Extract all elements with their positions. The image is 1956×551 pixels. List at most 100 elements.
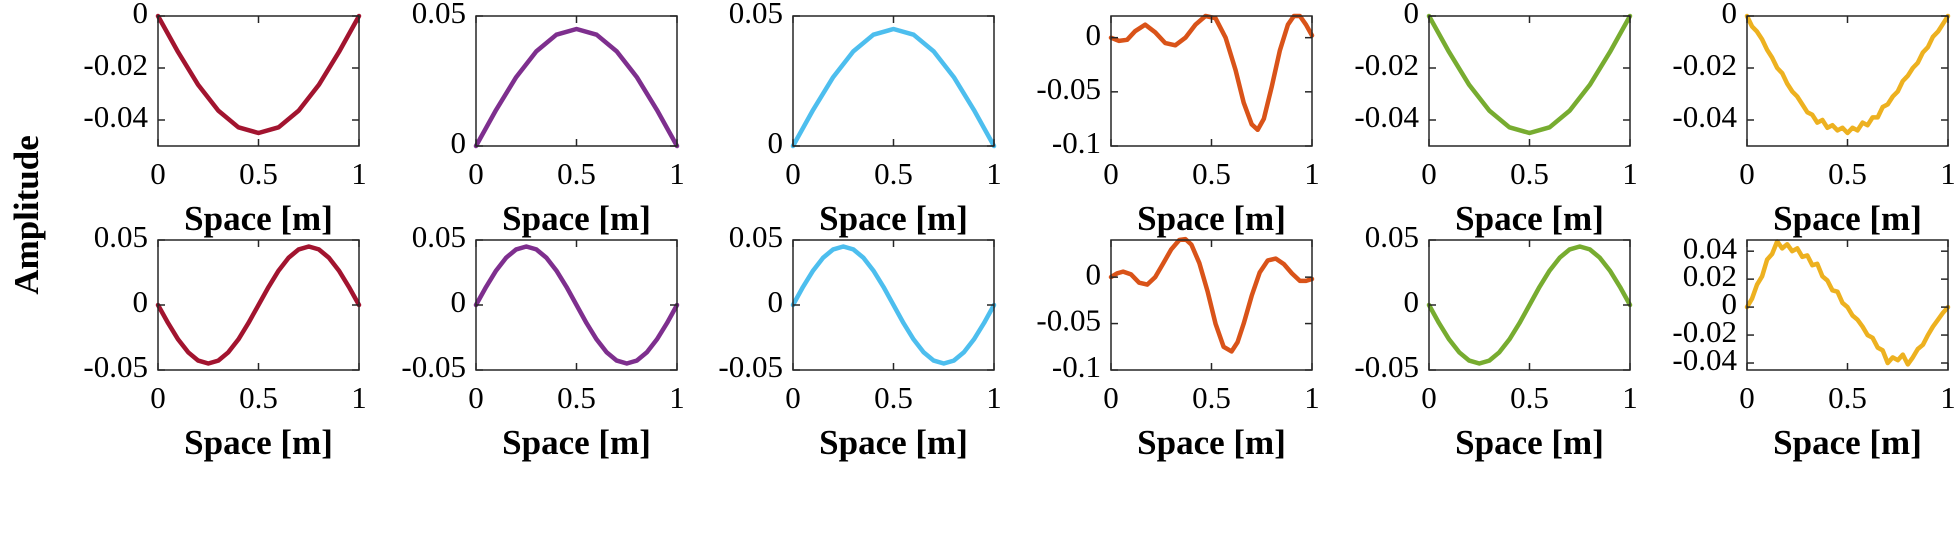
panel-r2c2-xlabel: Space [m] bbox=[502, 423, 651, 462]
panel-r1c4-series-line bbox=[1108, 13, 1315, 133]
panel-r2c6-xtick-label: 1 bbox=[1940, 380, 1956, 415]
panel-r2c6-ytick-label: -0.02 bbox=[1672, 314, 1737, 349]
panel-r2c4-xlabel: Space [m] bbox=[1137, 423, 1286, 462]
panel-r2c3-ytick-label: 0.05 bbox=[729, 219, 783, 254]
panel-r2c6-xtick-label: 0.5 bbox=[1828, 380, 1867, 415]
panel-r2c3-xtick-label: 0.5 bbox=[874, 380, 913, 415]
panel-r1c4-xlabel: Space [m] bbox=[1137, 199, 1286, 238]
panel-r1c1-axes-box bbox=[157, 15, 360, 147]
panel-r1c2-xlabel: Space [m] bbox=[502, 199, 651, 238]
panel-r1c5-ytick-label: 0 bbox=[1404, 0, 1420, 30]
panel-r2c6-xtick-label: 0 bbox=[1739, 380, 1755, 415]
panel-r2c2-xtick-label: 1 bbox=[669, 380, 685, 415]
panel-r2c4: 0 0.5 1 0 -0.05 -0.1 Space [m] bbox=[1036, 236, 1320, 462]
panel-r1c4-xtick-label: 0 bbox=[1103, 156, 1119, 191]
panel-r1c3-ytick-label: 0.05 bbox=[729, 0, 783, 30]
panel-r2c4-ytick-label: -0.1 bbox=[1052, 349, 1101, 384]
panel-r2c2-ytick-label: -0.05 bbox=[401, 349, 466, 384]
panel-r1c3-xlabel: Space [m] bbox=[819, 199, 968, 238]
panel-r1c6-axes-box bbox=[1746, 15, 1949, 147]
panel-r1c2-xtick-label: 1 bbox=[669, 156, 685, 191]
panel-r2c4-xtick-label: 0 bbox=[1103, 380, 1119, 415]
panel-r2c3-ytick-label: 0 bbox=[768, 284, 784, 319]
panel-r1c5-series-line bbox=[1426, 13, 1633, 136]
panel-r2c3-xlabel: Space [m] bbox=[819, 423, 968, 462]
panel-r2c5-ytick-label: -0.05 bbox=[1354, 349, 1419, 384]
panel-r2c6-ytick-label: 0 bbox=[1722, 286, 1738, 321]
panel-r1c1: 0 0.5 1 0 -0.02 -0.04 Space [m] bbox=[83, 0, 366, 238]
panel-r1c1-xlabel: Space [m] bbox=[184, 199, 333, 238]
panel-r2c1-series-line bbox=[155, 244, 362, 366]
panel-r1c3-xtick-label: 0.5 bbox=[874, 156, 913, 191]
panel-r1c6-xtick-label: 0 bbox=[1739, 156, 1755, 191]
panel-r2c5-xlabel: Space [m] bbox=[1455, 423, 1604, 462]
panel-r2c5-series-line bbox=[1426, 244, 1633, 366]
panel-r2c5-ytick-label: 0.05 bbox=[1365, 219, 1419, 254]
panel-r2c6-series-line bbox=[1744, 239, 1951, 367]
panel-r1c5-ytick-label: -0.02 bbox=[1354, 47, 1419, 82]
panel-r2c3-ytick-label: -0.05 bbox=[718, 349, 783, 384]
panel-r1c1-xtick-label: 0 bbox=[150, 156, 166, 191]
panel-r2c1-ytick-label: 0 bbox=[133, 284, 149, 319]
panel-r1c5: 0 0.5 1 0 -0.02 -0.04 Space [m] bbox=[1354, 0, 1637, 238]
panel-r2c2-ytick-label: 0.05 bbox=[412, 219, 466, 254]
panel-r1c5-xtick-label: 0.5 bbox=[1510, 156, 1549, 191]
panel-r1c6: 0 0.5 1 0 -0.02 -0.04 Space [m] bbox=[1672, 0, 1955, 238]
panel-r1c6-ytick-label: -0.04 bbox=[1672, 99, 1737, 134]
panel-r1c1-xtick-label: 0.5 bbox=[239, 156, 278, 191]
panel-r2c2-xtick-label: 0 bbox=[468, 380, 484, 415]
panel-r2c1-ytick-label: -0.05 bbox=[83, 349, 148, 384]
panel-r1c5-xtick-label: 1 bbox=[1622, 156, 1638, 191]
panel-r2c6-ytick-label: 0.04 bbox=[1683, 230, 1738, 265]
panel-r1c1-ytick-label: 0 bbox=[133, 0, 149, 30]
panel-r2c3-xtick-label: 0 bbox=[785, 380, 801, 415]
panel-r2c4-xtick-label: 0.5 bbox=[1192, 380, 1231, 415]
panel-r2c6-xlabel: Space [m] bbox=[1773, 423, 1922, 462]
panel-r1c4-xtick-label: 0.5 bbox=[1192, 156, 1231, 191]
panel-r2c1-xtick-label: 0.5 bbox=[239, 380, 278, 415]
panel-r1c5-ytick-label: -0.04 bbox=[1354, 99, 1419, 134]
panel-r1c4-xtick-label: 1 bbox=[1304, 156, 1320, 191]
panel-r2c1-xlabel: Space [m] bbox=[184, 423, 333, 462]
panel-r1c5-xlabel: Space [m] bbox=[1455, 199, 1604, 238]
panel-r1c2: 0 0.5 1 0.05 0 Space [m] bbox=[412, 0, 685, 238]
panel-r1c3-xtick-label: 0 bbox=[785, 156, 801, 191]
panel-r1c6-ytick-label: 0 bbox=[1722, 0, 1738, 30]
panel-r2c5-xtick-label: 0 bbox=[1421, 380, 1437, 415]
panel-r1c2-xtick-label: 0 bbox=[468, 156, 484, 191]
panel-r2c5-xtick-label: 1 bbox=[1622, 380, 1638, 415]
figure-ylabel: Amplitude bbox=[7, 135, 46, 294]
panel-r2c4-ytick-label: 0 bbox=[1086, 256, 1102, 291]
panel-r1c4-axes-box bbox=[1110, 15, 1313, 147]
panel-r2c6-ytick-label: -0.04 bbox=[1672, 342, 1737, 377]
panel-r1c6-ytick-label: -0.02 bbox=[1672, 47, 1737, 82]
panel-r1c4-ytick-label: -0.05 bbox=[1036, 71, 1101, 106]
panel-r1c2-ytick-label: 0.05 bbox=[412, 0, 466, 30]
panel-r2c3-series-line bbox=[790, 244, 997, 366]
panel-r1c1-ytick-label: -0.04 bbox=[83, 99, 148, 134]
panel-r1c2-xtick-label: 0.5 bbox=[557, 156, 596, 191]
panel-r2c6-ytick-label: 0.02 bbox=[1683, 258, 1737, 293]
panel-r1c3-ytick-label: 0 bbox=[768, 125, 784, 160]
panel-r1c6-xtick-label: 1 bbox=[1940, 156, 1956, 191]
panel-r2c1-xtick-label: 0 bbox=[150, 380, 166, 415]
panel-r1c1-series-line bbox=[155, 13, 362, 136]
panel-r2c1-ytick-label: 0.05 bbox=[94, 219, 148, 254]
panel-r2c1-xtick-label: 1 bbox=[351, 380, 367, 415]
panel-r2c5-ytick-label: 0 bbox=[1404, 284, 1420, 319]
panel-r2c2-ytick-label: 0 bbox=[451, 284, 467, 319]
panel-r1c6-series-line bbox=[1744, 13, 1951, 136]
panel-r1c3-axes-box bbox=[792, 15, 995, 147]
panel-r1c2-ytick-label: 0 bbox=[451, 125, 467, 160]
panel-r1c2-axes-box bbox=[475, 15, 678, 147]
panel-r1c4-ytick-label: -0.1 bbox=[1052, 125, 1101, 160]
panel-r1c1-xtick-label: 1 bbox=[351, 156, 367, 191]
panel-r2c4-ytick-label: -0.05 bbox=[1036, 303, 1101, 338]
panel-r1c6-xtick-label: 0.5 bbox=[1828, 156, 1867, 191]
